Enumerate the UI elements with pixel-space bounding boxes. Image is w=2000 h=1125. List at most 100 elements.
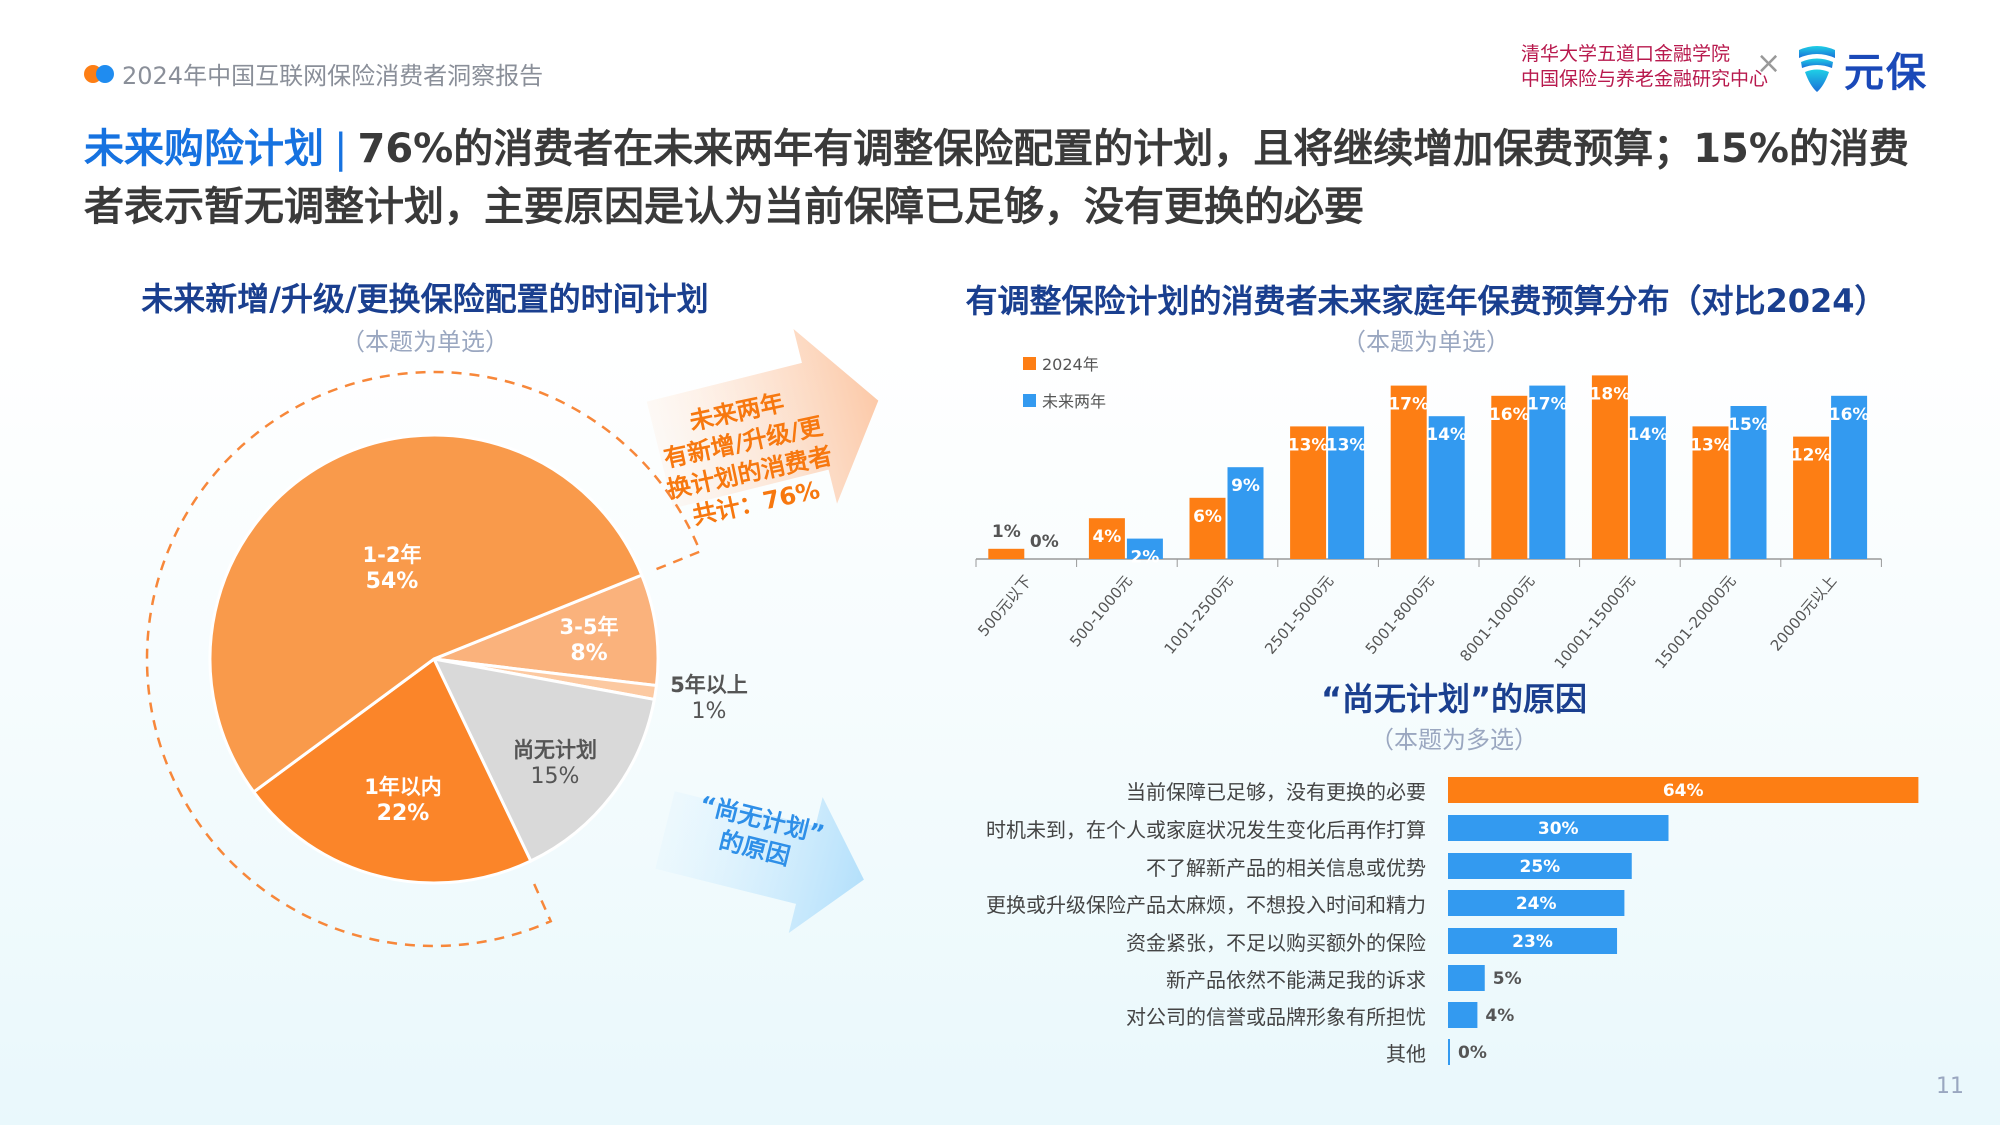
bar-value-label: 13% — [1690, 435, 1731, 455]
reason-label: 当前保障已足够，没有更换的必要 — [1126, 780, 1426, 804]
reason-bar — [1448, 1002, 1478, 1028]
bar-future — [1629, 416, 1666, 559]
reason-bar — [1448, 1039, 1450, 1065]
reason-value-label: 23% — [1512, 932, 1553, 952]
reason-label: 对公司的信誉或品牌形象有所担忧 — [1126, 1005, 1426, 1029]
pie-label: 3-5年 — [560, 615, 619, 639]
dashed-bracket — [145, 370, 702, 948]
x-tick-label: 2501-5000元 — [1261, 572, 1337, 658]
reason-value-label: 4% — [1485, 1006, 1514, 1026]
bar-value-label: 15% — [1728, 415, 1769, 435]
pie-label: 1-2年 — [363, 543, 422, 567]
bar-future — [1126, 538, 1163, 559]
pie-slice — [208, 433, 644, 795]
bar-value-label: 17% — [1527, 395, 1568, 415]
bar-value-label: 13% — [1326, 435, 1367, 455]
bar-future — [1428, 416, 1465, 559]
pie-title: 未来新增/升级/更换保险配置的时间计划 — [141, 280, 709, 318]
pie-value: 54% — [366, 569, 419, 594]
legend-label: 未来两年 — [1042, 392, 1106, 411]
bar-2024 — [1088, 518, 1125, 559]
reason-label: 其他 — [1386, 1042, 1426, 1066]
reason-value-label: 0% — [1458, 1043, 1487, 1063]
org-line-2: 中国保险与养老金融研究中心 — [1520, 68, 1768, 90]
reason-bar — [1448, 853, 1632, 879]
headline-separator: | — [334, 126, 348, 172]
budget-chart-title: 有调整保险计划的消费者未来家庭年保费预算分布（对比2024） — [965, 282, 1887, 320]
bar-2024 — [988, 548, 1025, 559]
orange-callout-arrow — [646, 328, 879, 509]
org-line-1: 清华大学五道口金融学院 — [1520, 43, 1730, 65]
reason-value-label: 64% — [1663, 781, 1704, 801]
bar-value-label: 4% — [1092, 527, 1121, 547]
bar-value-label: 1% — [992, 522, 1021, 542]
reason-value-label: 24% — [1516, 894, 1557, 914]
reason-label: 新产品依然不能满足我的诉求 — [1166, 968, 1426, 992]
x-tick-label: 8001-10000元 — [1456, 572, 1538, 665]
page-number: 11 — [1936, 1074, 1964, 1099]
pie-slice — [251, 656, 533, 885]
bar-2024 — [1591, 375, 1628, 559]
headline-text: 76%的消费者在未来两年有调整保险配置的计划，且将继续增加保费预算；15%的消费… — [84, 126, 1909, 230]
reason-value-label: 25% — [1520, 857, 1561, 877]
brand-logo: 元保 — [1796, 40, 1928, 98]
legend-swatch — [1023, 394, 1036, 407]
bar-value-label: 6% — [1193, 507, 1222, 527]
pie-label: 1年以内 — [364, 775, 442, 799]
reasons-chart-subtitle: （本题为多选） — [1370, 726, 1538, 754]
x-tick-label: 500-1000元 — [1066, 572, 1136, 650]
bar-future — [1730, 406, 1767, 559]
bar-2024 — [1390, 385, 1427, 559]
pie-value: 22% — [377, 801, 430, 826]
pie-slice — [431, 656, 657, 864]
bar-2024 — [1692, 426, 1729, 559]
bar-future — [1529, 385, 1566, 559]
bar-value-label: 14% — [1426, 425, 1467, 445]
bar-2024 — [1290, 426, 1327, 559]
brand-name: 元保 — [1844, 50, 1928, 96]
reason-bar — [1448, 777, 1919, 803]
pie-label: 尚无计划 — [513, 738, 597, 762]
reason-bar — [1448, 928, 1618, 954]
pie-subtitle: （本题为单选） — [341, 328, 509, 356]
pie-label: 5年以上 — [670, 673, 748, 697]
bar-value-label: 13% — [1288, 435, 1329, 455]
x-tick-label: 10001-15000元 — [1551, 572, 1639, 672]
legend-swatch — [1023, 357, 1036, 370]
legend-label: 2024年 — [1042, 355, 1099, 374]
bar-value-label: 17% — [1388, 395, 1429, 415]
report-title: 2024年中国互联网保险消费者洞察报告 — [122, 62, 544, 90]
bar-value-label: 14% — [1628, 425, 1669, 445]
bar-2024 — [1793, 436, 1830, 559]
reason-label: 时机未到，在个人或家庭状况发生变化后再作打算 — [986, 818, 1426, 842]
blue-callout-arrow — [655, 791, 864, 933]
bar-value-label: 16% — [1829, 405, 1870, 425]
x-tick-label: 1001-2500元 — [1161, 572, 1237, 658]
bar-2024 — [1189, 497, 1226, 559]
bar-value-label: 12% — [1791, 446, 1832, 466]
x-tick-label: 500元以下 — [974, 572, 1035, 640]
arrow-shape — [646, 328, 879, 509]
shield-wave-icon — [1799, 46, 1835, 92]
times-symbol: × — [1756, 46, 1782, 81]
arrow-shape — [655, 791, 864, 933]
bar-value-label: 0% — [1030, 532, 1059, 552]
report-header: 2024年中国互联网保险消费者洞察报告 — [84, 56, 543, 91]
bar-value-label: 9% — [1231, 476, 1260, 496]
x-tick-label: 5001-8000元 — [1362, 572, 1438, 658]
bar-value-label: 16% — [1489, 405, 1530, 425]
reason-bar — [1448, 815, 1669, 841]
reason-label: 不了解新产品的相关信息或优势 — [1146, 856, 1426, 880]
budget-chart-subtitle: （本题为单选） — [1342, 328, 1510, 356]
reason-label: 资金紧张，不足以购买额外的保险 — [1126, 931, 1426, 955]
reasons-chart-title: “尚无计划”的原因 — [1320, 680, 1588, 718]
x-tick-label: 15001-20000元 — [1651, 572, 1739, 672]
x-tick-label: 20000元以上 — [1767, 572, 1840, 655]
bar-value-label: 18% — [1590, 384, 1631, 404]
bar-future — [1227, 467, 1264, 559]
pie-value: 1% — [692, 699, 727, 724]
pie-slice — [433, 573, 660, 688]
reason-bar — [1448, 890, 1625, 916]
